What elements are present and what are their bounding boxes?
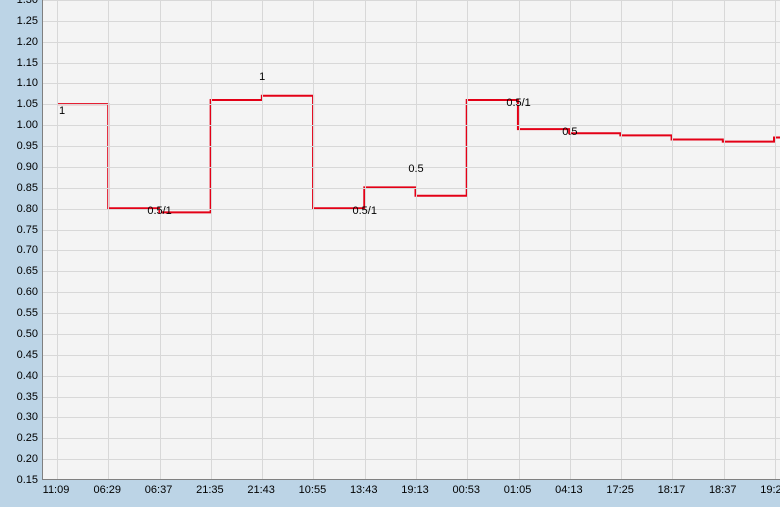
gridline-vertical: [365, 0, 366, 479]
x-tick-label: 19:13: [401, 484, 429, 496]
y-tick-label: 0.15: [17, 474, 38, 486]
data-point-label: 0.5/1: [352, 205, 376, 217]
y-tick-label: 0.40: [17, 370, 38, 382]
gridline-horizontal: [43, 21, 780, 22]
y-tick-label: 0.95: [17, 140, 38, 152]
data-point-label: 0.5/1: [506, 97, 530, 109]
y-tick-label: 0.30: [17, 411, 38, 423]
x-tick-label: 21:43: [247, 484, 275, 496]
gridline-vertical: [416, 0, 417, 479]
gridline-horizontal: [43, 355, 780, 356]
gridline-horizontal: [43, 104, 780, 105]
y-tick-label: 1.15: [17, 57, 38, 69]
chart-container: 1.30 1.25 1.20 1.15 1.10 1.05 1.00 0.95 0.90 0.85…: [0, 0, 780, 507]
data-point-label: 0.5: [408, 163, 423, 175]
x-tick-label: 21:35: [196, 484, 224, 496]
data-point-label: 1: [59, 105, 65, 117]
x-tick-label: 13:43: [350, 484, 378, 496]
x-tick-label: 19:25: [760, 484, 780, 496]
y-axis: 1.30 1.25 1.20 1.15 1.10 1.05 1.00 0.95 0.90 0.85…: [0, 0, 42, 480]
x-tick-label: 10:55: [299, 484, 327, 496]
y-tick-label: 0.25: [17, 432, 38, 444]
gridline-vertical: [724, 0, 725, 479]
gridline-horizontal: [43, 125, 780, 126]
y-tick-label: 0.85: [17, 182, 38, 194]
gridline-vertical: [313, 0, 314, 479]
y-tick-label: 0.65: [17, 265, 38, 277]
y-tick-label: 0.50: [17, 328, 38, 340]
gridline-horizontal: [43, 42, 780, 43]
y-tick-label: 1.05: [17, 98, 38, 110]
x-tick-label: 04:13: [555, 484, 583, 496]
gridline-vertical: [108, 0, 109, 479]
x-tick-label: 06:37: [145, 484, 173, 496]
gridline-horizontal: [43, 376, 780, 377]
gridline-vertical: [519, 0, 520, 479]
gridline-vertical: [160, 0, 161, 479]
y-tick-label: 0.35: [17, 391, 38, 403]
x-tick-label: 17:25: [606, 484, 634, 496]
gridline-vertical: [672, 0, 673, 479]
gridline-horizontal: [43, 146, 780, 147]
x-tick-label: 06:29: [94, 484, 122, 496]
gridline-horizontal: [43, 63, 780, 64]
gridline-horizontal: [43, 417, 780, 418]
gridline-vertical: [621, 0, 622, 479]
gridline-vertical: [775, 0, 776, 479]
gridline-horizontal: [43, 313, 780, 314]
x-tick-label: 00:53: [453, 484, 481, 496]
data-point-label: 1: [259, 71, 265, 83]
data-point-label: 0.5: [562, 126, 577, 138]
gridline-horizontal: [43, 459, 780, 460]
y-tick-label: 0.45: [17, 349, 38, 361]
gridline-horizontal: [43, 250, 780, 251]
y-tick-label: 0.70: [17, 244, 38, 256]
x-tick-label: 11:09: [43, 484, 70, 496]
line-series: [43, 0, 780, 479]
y-tick-label: 0.60: [17, 286, 38, 298]
gridline-vertical: [570, 0, 571, 479]
plot-area: 1 0.5/1 1 0.5/1 0.5 0.5/1 0.5: [42, 0, 780, 480]
y-tick-label: 0.75: [17, 224, 38, 236]
gridline-horizontal: [43, 0, 780, 1]
y-tick-label: 1.00: [17, 119, 38, 131]
y-tick-label: 1.25: [17, 15, 38, 27]
gridline-vertical: [211, 0, 212, 479]
data-point-label: 0.5/1: [147, 205, 171, 217]
y-tick-label: 1.30: [17, 0, 38, 6]
gridline-vertical: [467, 0, 468, 479]
x-tick-label: 18:37: [709, 484, 737, 496]
gridline-horizontal: [43, 271, 780, 272]
x-tick-label: 01:05: [504, 484, 532, 496]
gridline-horizontal: [43, 438, 780, 439]
gridline-horizontal: [43, 230, 780, 231]
y-tick-label: 0.55: [17, 307, 38, 319]
gridline-horizontal: [43, 397, 780, 398]
gridline-horizontal: [43, 188, 780, 189]
x-axis: 11:09 06:29 06:37 21:35 21:43 10:55 13:43 19:13…: [42, 480, 780, 507]
y-tick-label: 0.90: [17, 161, 38, 173]
x-tick-label: 18:17: [658, 484, 686, 496]
y-tick-label: 1.10: [17, 77, 38, 89]
y-tick-label: 0.80: [17, 203, 38, 215]
y-tick-label: 0.20: [17, 453, 38, 465]
gridline-horizontal: [43, 292, 780, 293]
gridline-horizontal: [43, 334, 780, 335]
y-tick-label: 1.20: [17, 36, 38, 48]
gridline-vertical: [57, 0, 58, 479]
gridline-horizontal: [43, 83, 780, 84]
